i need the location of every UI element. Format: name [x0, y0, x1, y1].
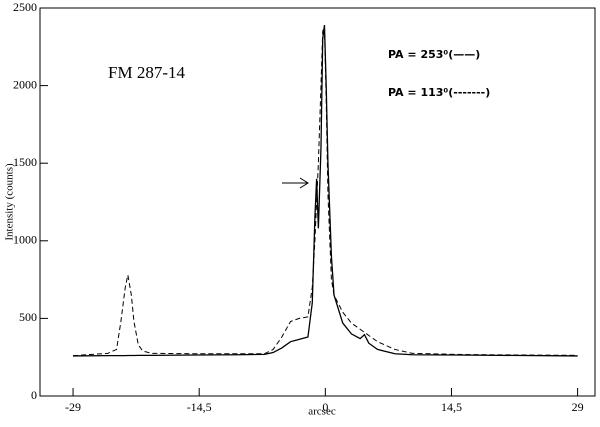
x-tick-label: 0 — [322, 400, 328, 414]
y-axis-label: Intensity (counts) — [4, 163, 16, 241]
y-tick-label: 500 — [19, 310, 37, 324]
x-tick-label: 29 — [572, 400, 584, 414]
plot-frame — [39, 7, 596, 397]
x-tick-label: 14,5 — [441, 400, 462, 414]
y-tick-label: 1500 — [13, 155, 37, 169]
x-tick-label: -29 — [65, 400, 81, 414]
x-axis-label: arcsec — [308, 406, 336, 418]
data-line — [73, 24, 578, 357]
y-tick-label: 2500 — [13, 0, 37, 14]
annotation: FM 287-14 — [108, 63, 185, 82]
y-tick-label: 1000 — [13, 233, 37, 247]
y-tick-label: 2000 — [13, 77, 37, 91]
data-line — [73, 26, 578, 357]
legend-label: PA = 253⁰(——) — [388, 48, 480, 61]
y-tick-label: 0 — [31, 388, 37, 402]
legend-label: PA = 113⁰(-------) — [388, 86, 490, 99]
arrow — [282, 177, 309, 189]
x-tick-label: -14,5 — [187, 400, 212, 414]
